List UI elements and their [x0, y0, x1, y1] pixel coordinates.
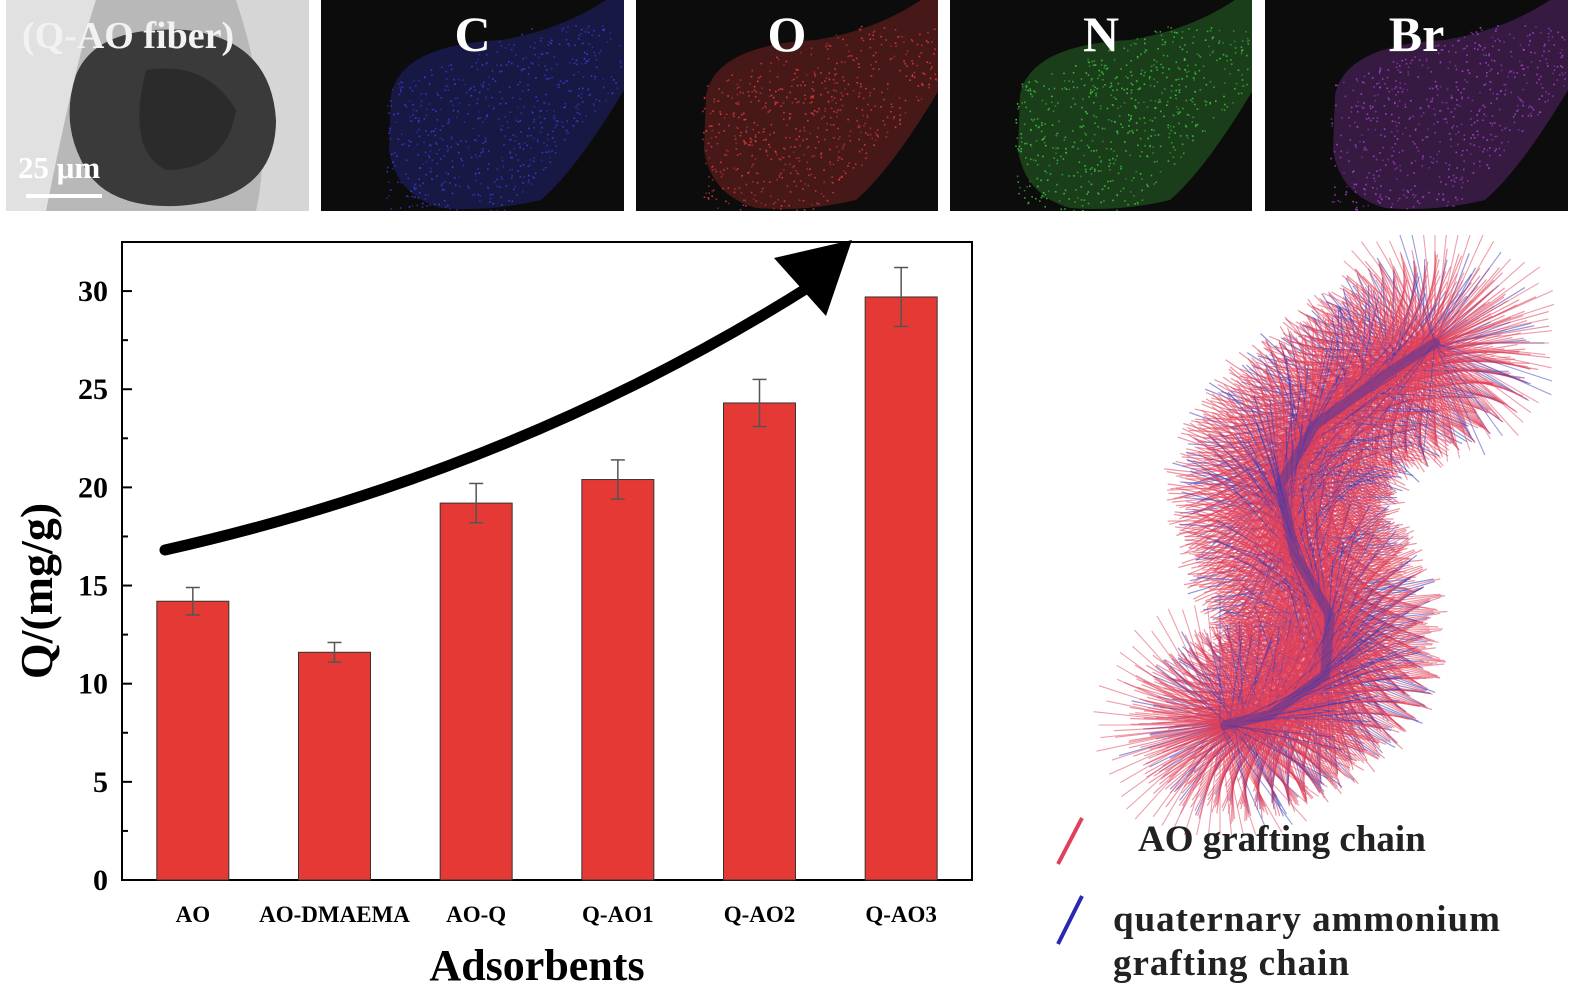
y-tick-label: 5 — [93, 766, 108, 799]
ao-chain-legend-icon — [1056, 817, 1084, 865]
scale-bar — [26, 194, 102, 198]
panel-label: (Q-AO fiber) — [22, 15, 235, 57]
fiber-bristles — [1093, 235, 1555, 835]
panel-label: O — [767, 6, 807, 62]
y-tick-label: 15 — [78, 570, 108, 603]
x-tick-label: AO — [176, 902, 211, 927]
element-map-panel-o: O — [636, 0, 938, 211]
error-bar — [327, 641, 342, 663]
scale-bar-label: 25 μm — [18, 150, 101, 185]
fiber-illustration — [1093, 235, 1555, 835]
x-tick-label: Q-AO3 — [865, 902, 937, 927]
sem-fiber-image — [6, 0, 309, 211]
panel-label: N — [1082, 6, 1120, 62]
legend-quaternary-chain-line2: grafting chain — [1113, 943, 1351, 984]
element-distribution-image — [321, 0, 624, 211]
error-bar — [185, 586, 200, 616]
legend-ao-chain: AO grafting chain — [1138, 819, 1426, 860]
bar-ao-q — [439, 502, 513, 881]
x-tick-label: Q-AO1 — [582, 902, 654, 927]
legend-quaternary-chain: quaternary ammonium — [1113, 899, 1501, 940]
sem-image-panel: (Q-AO fiber) 25 μm — [6, 0, 309, 211]
x-tick-label: AO-Q — [446, 902, 506, 927]
element-distribution-image — [636, 0, 938, 211]
error-bar — [894, 266, 909, 328]
error-bar — [469, 482, 484, 524]
bar-ao — [156, 600, 230, 881]
error-bar — [610, 459, 625, 500]
bar-q-ao3 — [864, 296, 938, 881]
bar-ao-dmaema — [298, 651, 371, 881]
element-map-panel-br: Br — [1265, 0, 1568, 211]
panel-label: Br — [1388, 6, 1445, 62]
element-distribution-image — [950, 0, 1252, 211]
trend-arrow-head — [774, 240, 852, 316]
x-tick-label: Q-AO2 — [724, 902, 796, 927]
x-axis-label: Adsorbents — [429, 941, 644, 989]
fiber-core — [1220, 338, 1440, 730]
y-tick-label: 10 — [78, 668, 108, 701]
trend-arrow — [159, 279, 818, 556]
y-axis-label: Q/(mg/g) — [11, 503, 62, 679]
panel-label: C — [454, 6, 491, 62]
bar-q-ao2 — [723, 402, 796, 881]
bar-q-ao1 — [581, 479, 655, 881]
element-map-panel-c: C — [321, 0, 624, 211]
y-tick-label: 25 — [78, 373, 108, 406]
quaternary-chain-legend-icon — [1056, 895, 1084, 945]
x-tick-label: AO-DMAEMA — [259, 902, 410, 927]
plot-frame — [121, 241, 973, 881]
error-bar — [752, 378, 767, 428]
y-tick-label: 0 — [93, 864, 108, 897]
y-tick-label: 30 — [78, 275, 108, 308]
element-map-panel-n: N — [950, 0, 1252, 211]
adsorption-bar-chart: 0 5 10 15 20 25 30 AO AO-DMAEMA AO-Q Q-AO1 Q-AO2 Q-A… — [11, 240, 973, 989]
element-distribution-image — [1265, 0, 1568, 211]
y-tick-label: 20 — [78, 471, 108, 504]
